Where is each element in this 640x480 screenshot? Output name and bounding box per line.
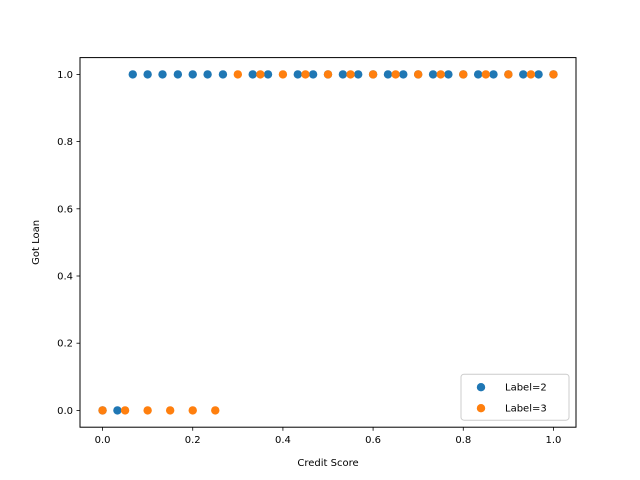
data-point-series-1-27 — [519, 70, 528, 79]
legend-box — [460, 373, 570, 421]
data-point-series-1-4 — [143, 70, 152, 79]
data-point-series-2-9 — [278, 70, 288, 79]
legend-label-series-2: Label=3 — [505, 404, 547, 415]
data-point-series-1-25 — [489, 70, 498, 79]
x-axis-label: Credit Score — [297, 458, 358, 469]
data-point-series-1-5 — [158, 70, 167, 79]
data-point-series-1-9 — [218, 70, 228, 79]
x-tick-label: 0.8 — [455, 435, 471, 446]
x-tick-label: 0.4 — [275, 435, 291, 446]
y-tick-label: 1.0 — [57, 70, 73, 81]
x-tick-label: 0.6 — [365, 435, 381, 446]
data-point-series-2-11 — [323, 70, 333, 79]
y-axis-label: Got Loan — [31, 220, 42, 265]
legend-marker-series-1 — [476, 383, 486, 392]
data-point-series-1-10 — [248, 70, 257, 79]
data-point-series-2-14 — [391, 70, 400, 79]
x-tick-label: 0.0 — [95, 435, 111, 446]
data-point-series-1-7 — [188, 70, 197, 79]
data-point-series-2-6 — [211, 406, 220, 415]
data-point-series-2-20 — [526, 70, 536, 79]
legend-marker-series-2 — [476, 404, 486, 413]
y-axis: 0.0 0.2 0.4 0.6 0.8 1.0 — [57, 70, 80, 417]
y-tick-label: 0.2 — [57, 339, 73, 350]
data-point-series-1-22 — [444, 70, 453, 79]
data-point-series-1-12 — [293, 70, 302, 79]
data-point-series-1-21 — [428, 70, 438, 79]
data-point-series-2-15 — [413, 70, 423, 79]
data-point-series-1-18 — [383, 70, 393, 79]
y-tick-label: 0.0 — [57, 406, 73, 417]
data-point-series-2-7 — [233, 70, 243, 79]
data-point-series-2-16 — [436, 70, 445, 79]
data-point-series-1-15 — [338, 70, 348, 79]
data-point-series-2-19 — [504, 70, 513, 79]
legend: Label=2 Label=3 — [460, 373, 570, 421]
data-point-series-2-1 — [98, 406, 107, 415]
data-point-series-1-13 — [308, 70, 318, 79]
data-point-series-2-10 — [301, 70, 310, 79]
data-point-series-2-3 — [143, 406, 152, 415]
data-point-series-2-5 — [188, 406, 197, 415]
data-point-series-2-4 — [165, 406, 175, 415]
data-point-series-1-11 — [263, 70, 273, 79]
y-tick-label: 0.8 — [57, 137, 73, 148]
x-axis: 0.0 0.2 0.4 0.6 0.8 1.0 — [95, 427, 562, 446]
data-point-series-2-13 — [368, 70, 378, 79]
data-point-series-2-2 — [120, 406, 130, 415]
x-tick-label: 1.0 — [546, 435, 562, 446]
points-layer — [98, 70, 558, 415]
legend-label-series-1: Label=2 — [505, 383, 547, 394]
data-point-series-2-12 — [346, 70, 355, 79]
data-point-series-1-6 — [173, 70, 183, 79]
data-point-series-1-28 — [534, 70, 543, 79]
y-tick-label: 0.6 — [57, 204, 73, 215]
y-tick-label: 0.4 — [57, 272, 73, 283]
data-point-series-1-3 — [128, 70, 137, 79]
data-point-series-1-24 — [473, 70, 483, 79]
data-point-series-2-21 — [549, 70, 558, 79]
data-point-series-1-16 — [354, 70, 363, 79]
data-point-series-1-8 — [203, 70, 212, 79]
data-point-series-2-18 — [481, 70, 491, 79]
data-point-series-2-8 — [256, 70, 265, 79]
x-tick-label: 0.2 — [185, 435, 201, 446]
plot-frame — [79, 57, 577, 428]
data-point-series-1-19 — [399, 70, 408, 79]
data-point-series-2-17 — [459, 70, 468, 79]
data-point-series-1-2 — [113, 406, 122, 415]
